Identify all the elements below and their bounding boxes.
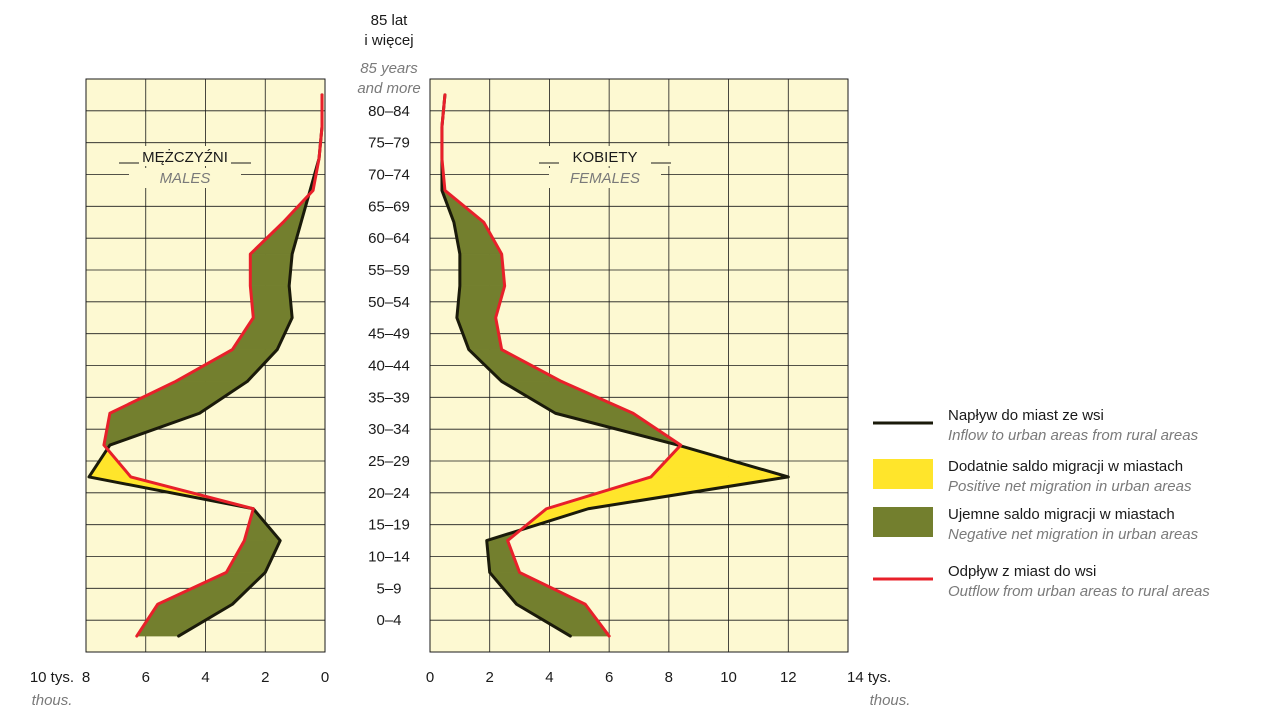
age-label: 60–64 [368,230,410,247]
legend-positive-swatch [873,459,933,489]
legend-negative-swatch [873,507,933,537]
x-tick-label: 6 [605,669,613,686]
x-unit-left: 10 tys. [30,669,74,686]
x-axis: 8 6 4 2 0 0 2 4 6 8 10 12 10 tys. thous. 14 tys. thous. [30,669,911,709]
males-title-bg [115,146,255,166]
males-outflow-line [102,93,324,638]
females-title-sublabel: FEMALES [570,170,640,187]
age-axis: 0–4 5–9 10–14 15–19 20–24 25–29 30–34 35–39 40–4… [357,12,420,629]
males-title: MĘŻCZYŹNI MALES [115,146,255,188]
males-negative-area [250,253,293,287]
males-title-sublabel: MALES [160,170,211,187]
x-tick-label: 10 [720,669,737,686]
males-inflow-line [87,93,324,638]
age-label: 15–19 [368,517,410,534]
females-title: KOBIETY FEMALES [535,146,675,188]
x-unit-right: 14 tys. [847,669,891,686]
age-label: 80–84 [368,103,410,120]
age-label-top-line2: i więcej [364,32,413,49]
legend-positive-label-en: Positive net migration in urban areas [948,478,1192,495]
age-label: 0–4 [376,612,401,629]
legend-negative-label-en: Negative net migration in urban areas [948,526,1199,543]
males-title-label: MĘŻCZYŹNI [142,148,228,166]
age-label: 45–49 [368,326,410,343]
males-title-sub-bg [129,168,241,188]
legend-outflow-label: Odpływ z miast do wsi [948,563,1096,580]
age-label: 40–44 [368,358,410,375]
x-tick-label: 2 [486,669,494,686]
age-label: 10–14 [368,549,410,566]
females-inflow-line [440,93,790,638]
x-tick-label: 8 [665,669,673,686]
x-tick-label: 4 [545,669,553,686]
age-label: 65–69 [368,198,410,215]
females-outflow-line [440,93,683,638]
x-tick-label: 4 [201,669,209,686]
age-label: 55–59 [368,262,410,279]
age-label: 25–29 [368,453,410,470]
x-tick-label: 0 [426,669,434,686]
legend-outflow-label-en: Outflow from urban areas to rural areas [948,583,1210,600]
age-label: 5–9 [376,580,401,597]
x-tick-label: 0 [321,669,329,686]
x-tick-label: 2 [261,669,269,686]
legend-inflow-label-en: Inflow to urban areas from rural areas [948,427,1199,444]
age-label-top-en-line1: 85 years [360,60,418,77]
legend-negative-label: Ujemne saldo migracji w miastach [948,506,1175,523]
age-label: 70–74 [368,167,410,184]
x-tick-label: 6 [142,669,150,686]
females-negative-area [459,253,505,287]
age-label: 30–34 [368,421,410,438]
females-title-sub-bg [549,168,661,188]
females-title-bg [535,146,675,166]
age-label-top-line1: 85 lat [371,12,409,29]
age-label: 35–39 [368,389,410,406]
legend-inflow-label: Napływ do miast ze wsi [948,407,1104,424]
x-tick-label: 8 [82,669,90,686]
legend-positive-label: Dodatnie saldo migracji w miastach [948,458,1183,475]
x-tick-label: 12 [780,669,797,686]
age-label-top-en-line2: and more [357,80,420,97]
legend: Napływ do miast ze wsi Inflow to urban ar… [873,407,1210,600]
females-title-label: KOBIETY [572,149,637,166]
age-label: 20–24 [368,485,410,502]
x-unit-right-en: thous. [870,692,911,709]
age-label: 50–54 [368,294,410,311]
x-unit-left-en: thous. [32,692,73,709]
age-label: 75–79 [368,135,410,152]
males-negative-area [250,285,293,318]
